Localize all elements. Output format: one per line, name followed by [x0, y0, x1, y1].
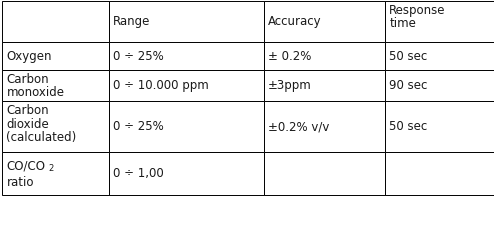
Bar — [264, 101, 385, 152]
Bar — [264, 1, 385, 42]
Text: 0 ÷ 1,00: 0 ÷ 1,00 — [113, 167, 164, 180]
Text: Carbon: Carbon — [6, 72, 49, 85]
Text: Response: Response — [389, 4, 446, 17]
Bar — [2, 101, 109, 152]
Text: Oxygen: Oxygen — [6, 50, 52, 63]
Text: ±3ppm: ±3ppm — [268, 79, 312, 92]
Bar — [109, 1, 264, 42]
Text: 50 sec: 50 sec — [389, 50, 427, 63]
Text: 2: 2 — [48, 164, 53, 173]
Bar — [264, 152, 385, 195]
Text: ratio: ratio — [6, 176, 34, 189]
Bar — [2, 70, 109, 101]
Text: ±0.2% v/v: ±0.2% v/v — [268, 120, 329, 133]
Text: Range: Range — [113, 15, 150, 28]
Text: (calculated): (calculated) — [6, 131, 77, 144]
Bar — [109, 70, 264, 101]
Text: 0 ÷ 25%: 0 ÷ 25% — [113, 50, 164, 63]
Text: 50 sec: 50 sec — [389, 120, 427, 133]
Bar — [109, 101, 264, 152]
Text: monoxide: monoxide — [6, 86, 64, 99]
Bar — [109, 42, 264, 70]
Bar — [385, 1, 494, 42]
Bar — [385, 152, 494, 195]
Text: 90 sec: 90 sec — [389, 79, 428, 92]
Text: 0 ÷ 10.000 ppm: 0 ÷ 10.000 ppm — [113, 79, 208, 92]
Text: 0 ÷ 25%: 0 ÷ 25% — [113, 120, 164, 133]
Bar — [385, 70, 494, 101]
Bar — [2, 1, 109, 42]
Bar — [264, 70, 385, 101]
Bar — [385, 101, 494, 152]
Text: time: time — [389, 17, 416, 30]
Text: Accuracy: Accuracy — [268, 15, 322, 28]
Bar — [385, 42, 494, 70]
Text: dioxide: dioxide — [6, 118, 49, 131]
Text: CO/CO: CO/CO — [6, 159, 45, 172]
Bar — [264, 42, 385, 70]
Bar — [2, 42, 109, 70]
Bar — [2, 152, 109, 195]
Text: Carbon: Carbon — [6, 104, 49, 117]
Bar — [109, 152, 264, 195]
Text: ± 0.2%: ± 0.2% — [268, 50, 312, 63]
